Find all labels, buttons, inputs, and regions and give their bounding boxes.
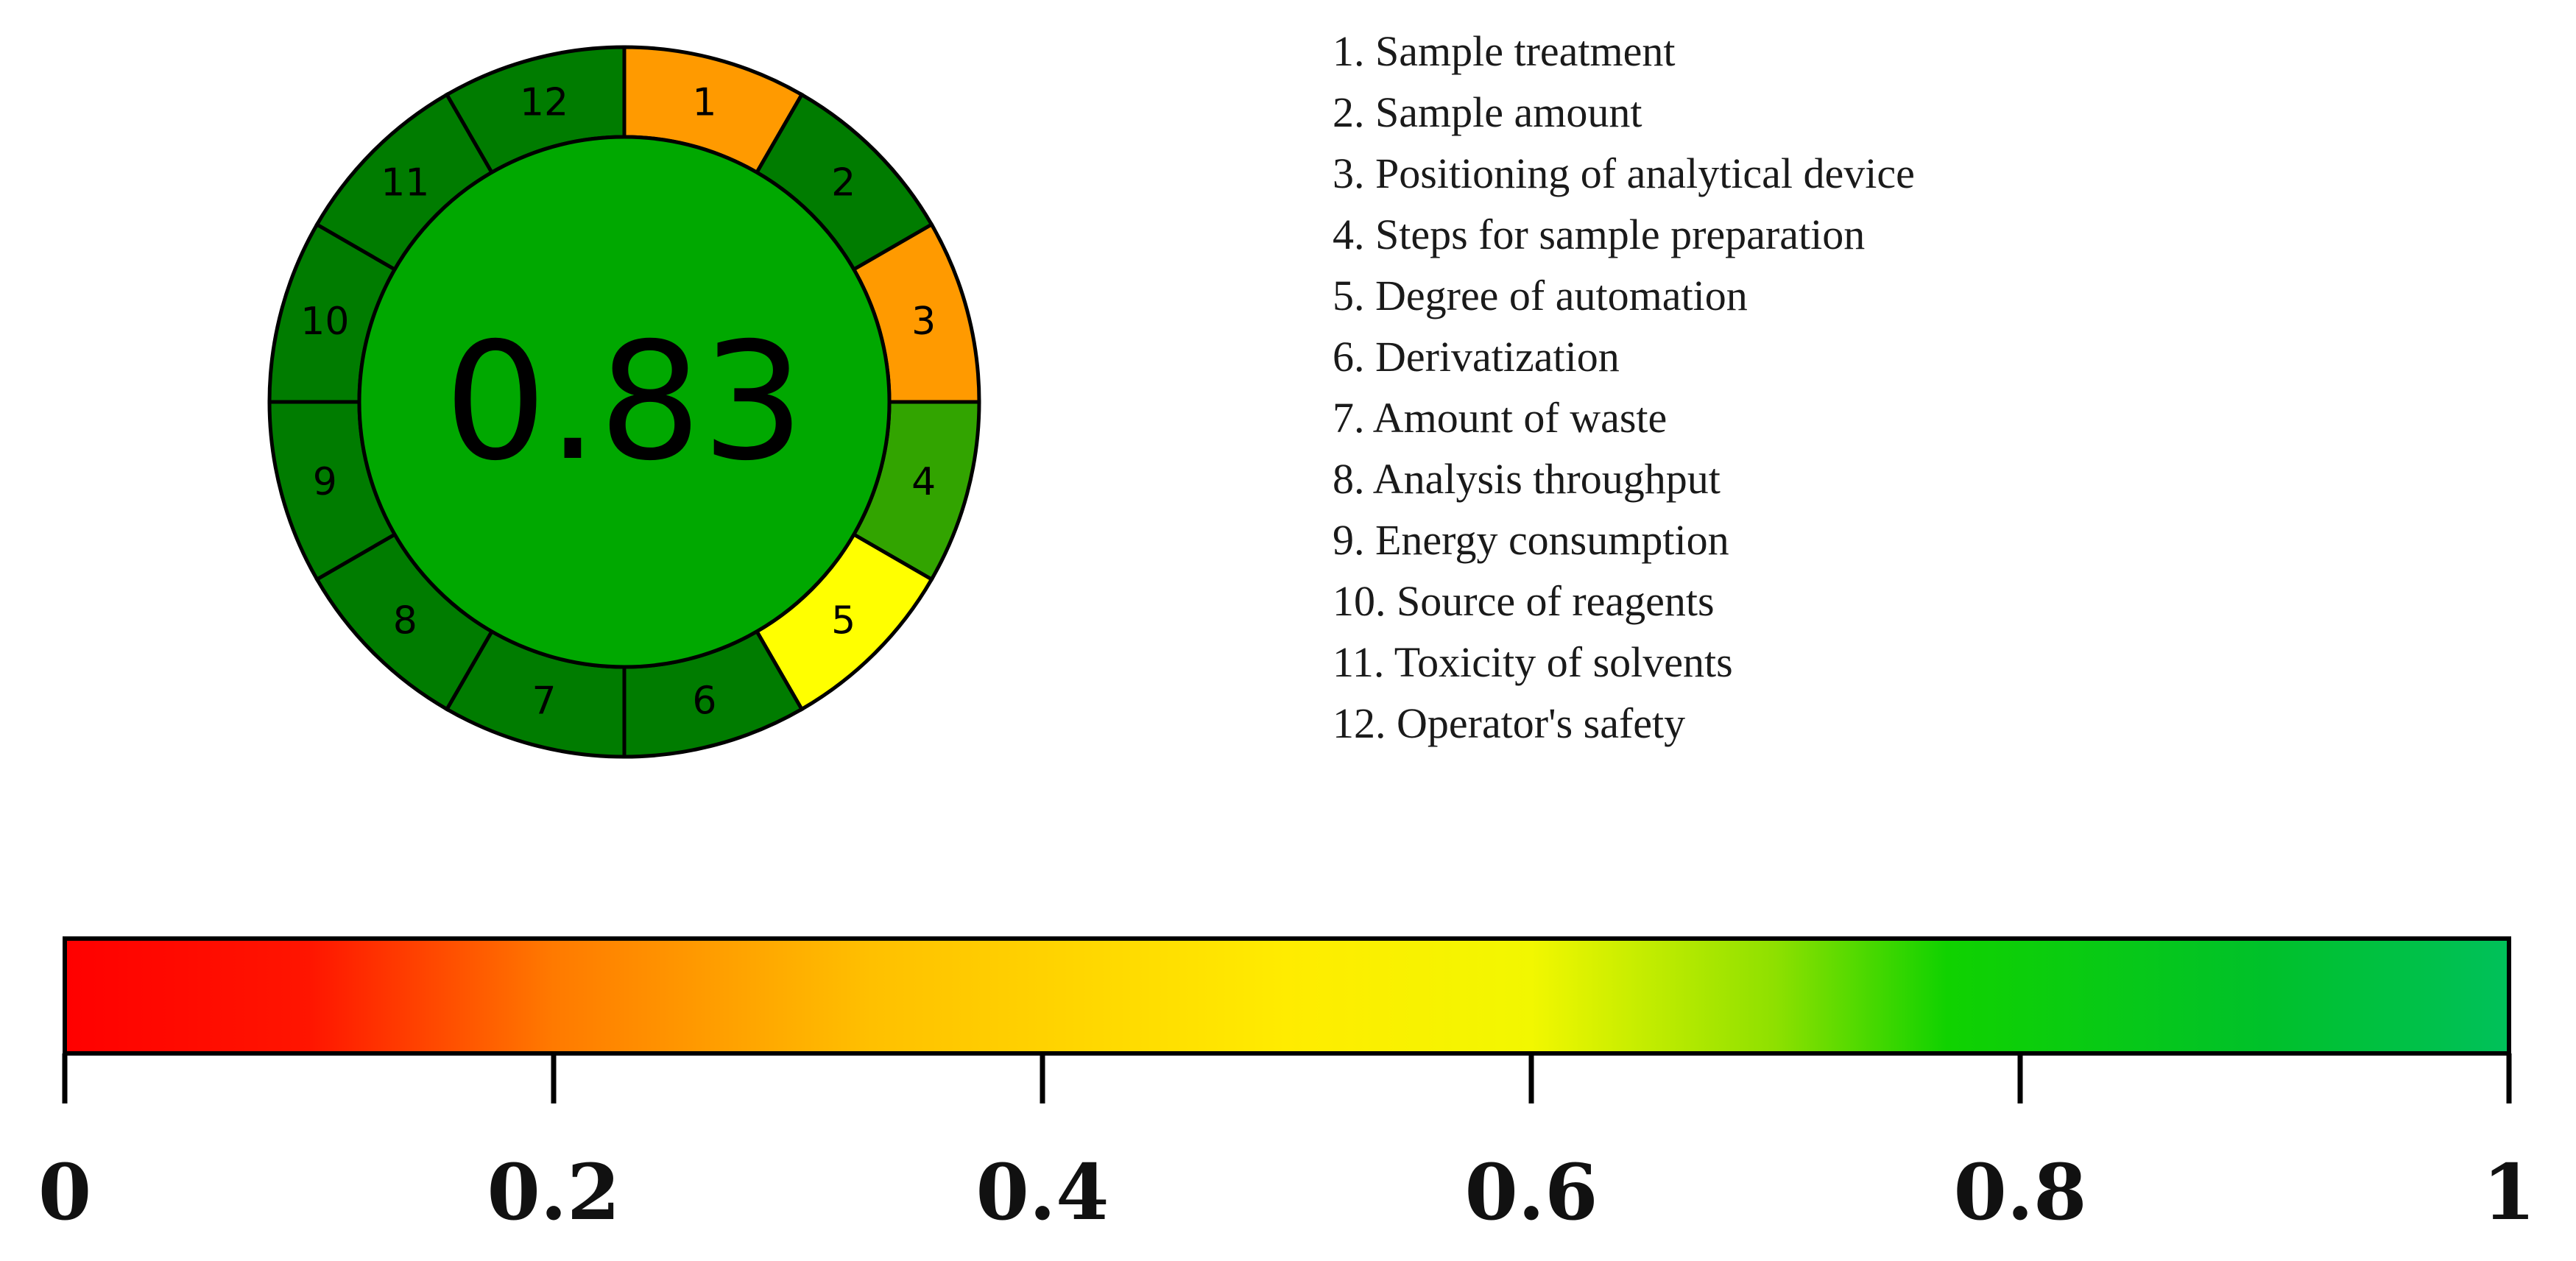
overall-score-value: 0.83: [444, 308, 805, 496]
segment-label-2: 2: [831, 160, 855, 205]
legend-item: 9. Energy consumption: [1333, 516, 1729, 564]
segment-label-9: 9: [313, 460, 337, 504]
segment-label-11: 11: [381, 160, 429, 205]
scale-tick-label: 0.8: [1954, 1147, 2087, 1237]
segment-label-10: 10: [300, 300, 349, 344]
scale-tick-label: 0.4: [976, 1147, 1109, 1237]
scale-tick-label: 0: [38, 1147, 91, 1237]
legend-item: 5. Degree of automation: [1333, 272, 1748, 319]
color-scale-ticks: 0 0.2 0.4 0.6 0.8 1: [38, 1053, 2536, 1237]
segment-label-1: 1: [692, 80, 716, 124]
segment-label-3: 3: [911, 300, 936, 344]
segment-label-12: 12: [520, 80, 568, 124]
scale-tick-label: 1: [2483, 1147, 2536, 1237]
legend-item: 12. Operator's safety: [1333, 699, 1686, 747]
overall-score-circle: [357, 135, 892, 669]
segment-label-6: 6: [692, 679, 716, 724]
color-scale-bar: [63, 936, 2511, 1056]
segment-label-5: 5: [831, 599, 855, 643]
color-scale: 0 0.2 0.4 0.6 0.8 1: [38, 936, 2536, 1237]
segment-label-8: 8: [393, 599, 417, 643]
legend-item: 2. Sample amount: [1333, 88, 1642, 136]
legend-item: 4. Steps for sample preparation: [1333, 211, 1866, 258]
legend-item: 3. Positioning of analytical device: [1333, 149, 1915, 197]
legend-item: 10. Source of reagents: [1333, 577, 1715, 625]
legend-item: 8. Analysis throughput: [1333, 455, 1721, 503]
legend-item: 1. Sample treatment: [1333, 27, 1676, 75]
scale-tick-label: 0.6: [1465, 1147, 1598, 1237]
segment-label-7: 7: [532, 679, 556, 724]
criteria-legend: 1. Sample treatment 2. Sample amount 3. …: [1333, 21, 1915, 754]
legend-item: 11. Toxicity of solvents: [1333, 638, 1733, 686]
legend-item: 6. Derivatization: [1333, 333, 1620, 381]
segment-label-4: 4: [911, 460, 936, 504]
scale-tick-label: 0.2: [487, 1147, 621, 1237]
legend-item: 7. Amount of waste: [1333, 394, 1668, 442]
